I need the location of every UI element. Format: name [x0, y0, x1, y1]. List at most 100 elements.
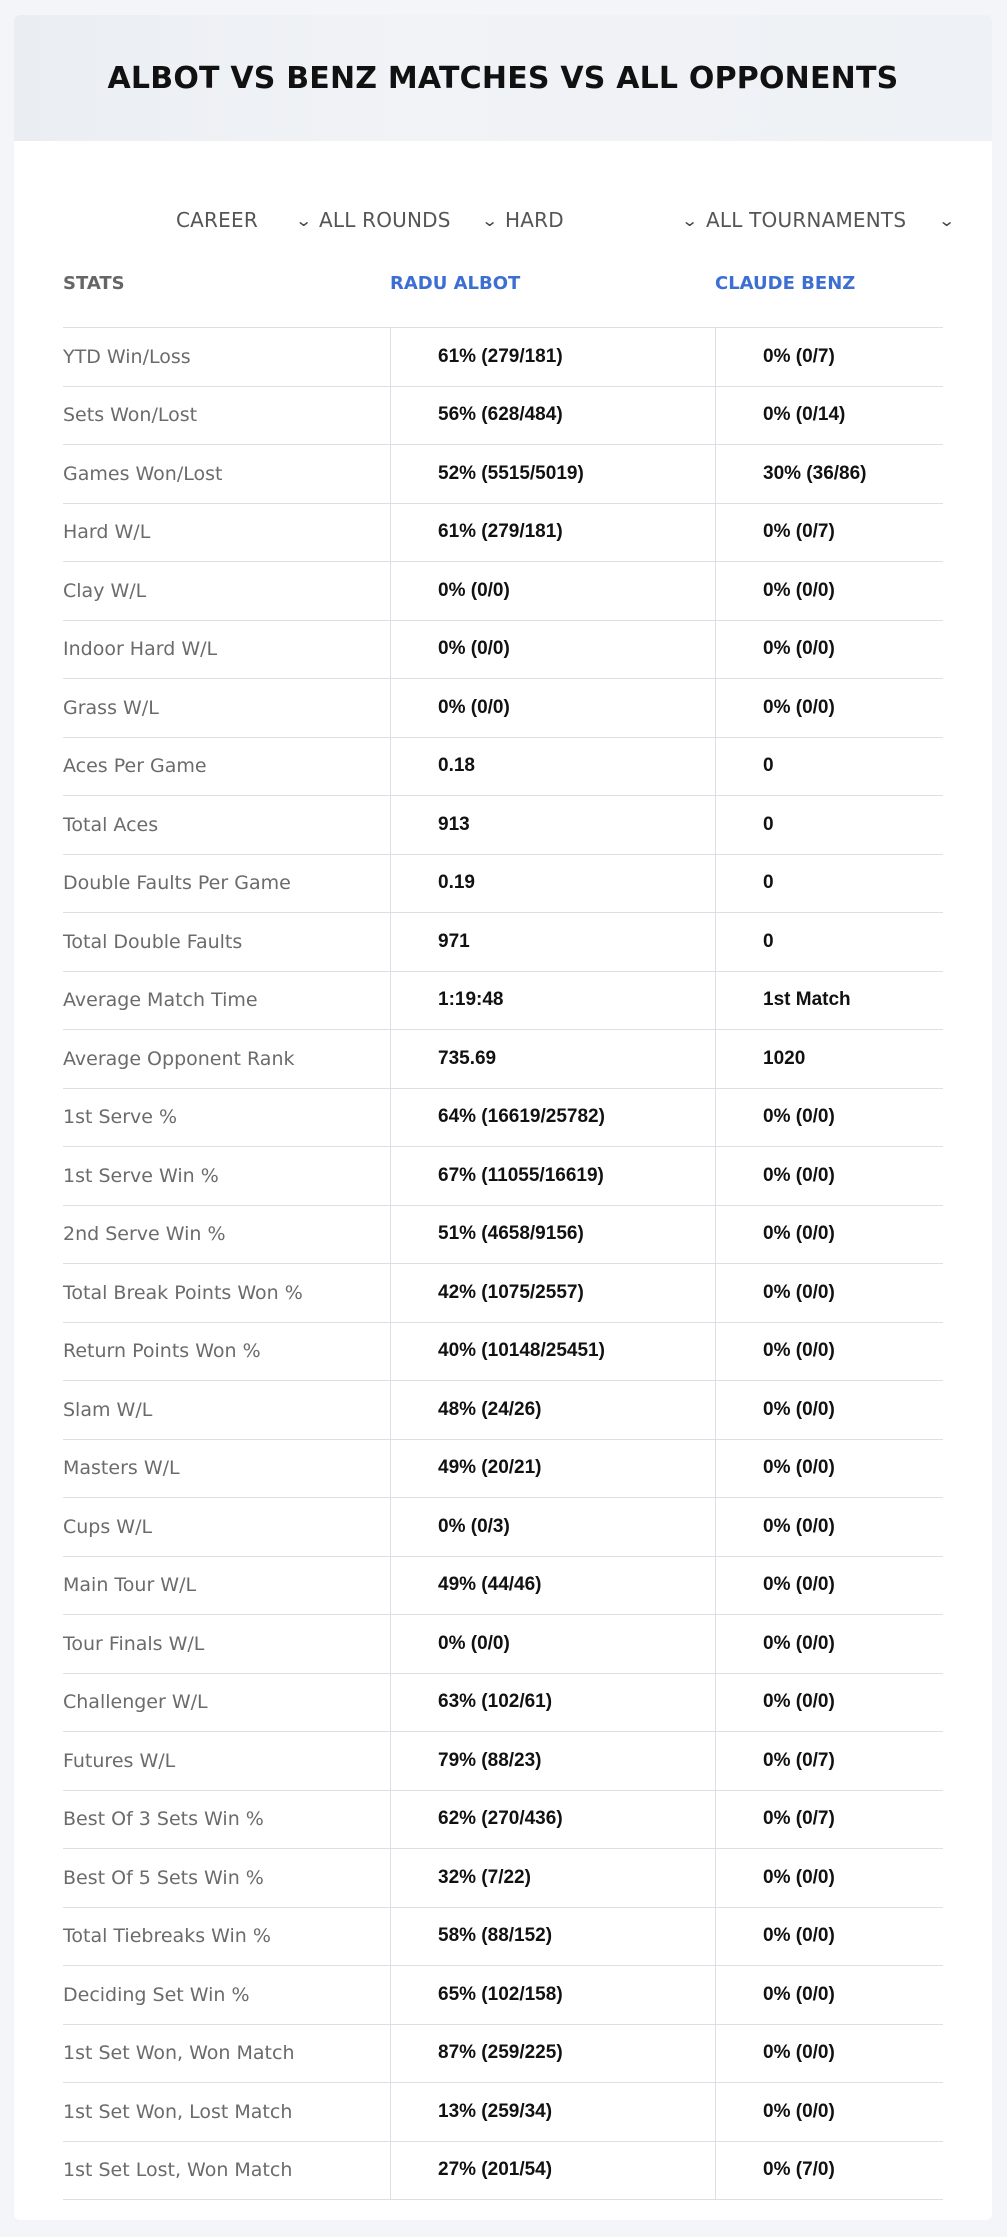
table-row: Total Double Faults 971 0: [63, 913, 943, 972]
stat-label: Clay W/L: [63, 579, 147, 602]
table-row: Games Won/Lost 52% (5515/5019) 30% (36/86): [63, 445, 943, 504]
stat-label: 1st Serve Win %: [63, 1164, 219, 1187]
table-row: Main Tour W/L 49% (44/46) 0% (0/0): [63, 1556, 943, 1615]
chevron-down-icon: ⌄: [681, 210, 700, 230]
player1-value: 61% (279/181): [390, 328, 715, 386]
table-row: Grass W/L 0% (0/0) 0% (0/0): [63, 679, 943, 738]
player1-value: 913: [390, 796, 715, 854]
player1-value: 13% (259/34): [390, 2083, 715, 2141]
player2-value: 1020: [715, 1030, 943, 1088]
chevron-down-icon: ⌄: [481, 210, 500, 230]
table-row: Indoor Hard W/L 0% (0/0) 0% (0/0): [63, 620, 943, 679]
stat-label: Hard W/L: [63, 521, 151, 544]
player2-value: 0% (0/7): [715, 503, 943, 561]
player2-value: 0% (0/0): [715, 2024, 943, 2082]
stat-label: Indoor Hard W/L: [63, 638, 218, 661]
player2-value: 0% (7/0): [715, 2141, 943, 2199]
player2-value: 0% (0/0): [715, 620, 943, 678]
table-row: Clay W/L 0% (0/0) 0% (0/0): [63, 562, 943, 621]
player2-value: 1st Match: [715, 971, 943, 1029]
player2-value: 0% (0/0): [715, 1381, 943, 1439]
table-row: Aces Per Game 0.18 0: [63, 737, 943, 796]
stat-label: Return Points Won %: [63, 1340, 261, 1363]
table-row: YTD Win/Loss 61% (279/181) 0% (0/7): [63, 328, 943, 387]
table-header: STATS RADU ALBOT CLAUDE BENZ: [63, 253, 943, 328]
stat-label: Games Won/Lost: [63, 462, 223, 485]
stat-label: 1st Serve %: [63, 1106, 178, 1129]
period-select[interactable]: CAREER ⌄: [176, 190, 314, 250]
table-row: Total Break Points Won % 42% (1075/2557) 0…: [63, 1264, 943, 1323]
chevron-down-icon: ⌄: [295, 210, 314, 230]
stat-label: 2nd Serve Win %: [63, 1223, 226, 1246]
round-select[interactable]: ALL ROUNDS ⌄: [319, 190, 500, 250]
filter-bar: CAREER ⌄ ALL ROUNDS ⌄ HARD ⌄ ALL TOURNAM…: [14, 190, 992, 250]
stat-label: Best Of 5 Sets Win %: [63, 1866, 264, 1889]
surface-select-label: HARD: [505, 208, 564, 232]
player2-value: 0: [715, 737, 943, 795]
player1-value: 56% (628/484): [390, 386, 715, 444]
player2-value: 0: [715, 913, 943, 971]
stat-label: Grass W/L: [63, 696, 159, 719]
player2-value: 0: [715, 796, 943, 854]
player1-value: 65% (102/158): [390, 1966, 715, 2024]
player2-value: 0% (0/0): [715, 1264, 943, 1322]
table-row: Challenger W/L 63% (102/61) 0% (0/0): [63, 1673, 943, 1732]
table-row: 1st Set Won, Lost Match 13% (259/34) 0% (0…: [63, 2083, 943, 2142]
table-row: Cups W/L 0% (0/3) 0% (0/0): [63, 1498, 943, 1557]
player1-value: 61% (279/181): [390, 503, 715, 561]
player2-value: 0: [715, 854, 943, 912]
player1-value: 49% (44/46): [390, 1556, 715, 1614]
stat-label: Double Faults Per Game: [63, 872, 291, 895]
player2-value: 0% (0/0): [715, 1556, 943, 1614]
stats-column-header: STATS: [63, 273, 125, 294]
player1-link[interactable]: RADU ALBOT: [390, 273, 521, 294]
player1-value: 62% (270/436): [390, 1790, 715, 1848]
player1-value: 49% (20/21): [390, 1439, 715, 1497]
player1-value: 27% (201/54): [390, 2141, 715, 2199]
player1-value: 42% (1075/2557): [390, 1264, 715, 1322]
stat-label: Deciding Set Win %: [63, 1983, 250, 2006]
stat-label: Main Tour W/L: [63, 1574, 197, 1597]
player1-value: 48% (24/26): [390, 1381, 715, 1439]
player2-value: 0% (0/0): [715, 1498, 943, 1556]
stat-label: Average Opponent Rank: [63, 1047, 295, 1070]
table-row: 1st Set Won, Won Match 87% (259/225) 0% (0…: [63, 2024, 943, 2083]
stat-label: Tour Finals W/L: [63, 1632, 205, 1655]
table-row: Return Points Won % 40% (10148/25451) 0% (…: [63, 1322, 943, 1381]
table-row: Deciding Set Win % 65% (102/158) 0% (0/0): [63, 1966, 943, 2025]
stat-label: Total Tiebreaks Win %: [63, 1925, 271, 1948]
player1-value: 40% (10148/25451): [390, 1322, 715, 1380]
player1-value: 67% (11055/16619): [390, 1147, 715, 1205]
player2-link[interactable]: CLAUDE BENZ: [715, 273, 856, 294]
table-row: 1st Set Lost, Won Match 27% (201/54) 0% (7…: [63, 2141, 943, 2200]
page-title: ALBOT VS BENZ MATCHES VS ALL OPPONENTS: [107, 60, 899, 96]
tournament-select[interactable]: ALL TOURNAMENTS ⌄: [706, 190, 956, 250]
player2-value: 0% (0/0): [715, 1439, 943, 1497]
player1-value: 0% (0/0): [390, 620, 715, 678]
stat-label: 1st Set Won, Lost Match: [63, 2100, 293, 2123]
player1-value: 58% (88/152): [390, 1907, 715, 1965]
player2-value: 0% (0/0): [715, 2083, 943, 2141]
player2-value: 0% (0/14): [715, 386, 943, 444]
table-row: Total Aces 913 0: [63, 796, 943, 855]
stat-label: Sets Won/Lost: [63, 404, 198, 427]
stat-label: Total Aces: [63, 813, 159, 836]
player1-value: 52% (5515/5019): [390, 445, 715, 503]
table-row: Masters W/L 49% (20/21) 0% (0/0): [63, 1439, 943, 1498]
player1-value: 51% (4658/9156): [390, 1205, 715, 1263]
player2-value: 0% (0/7): [715, 1790, 943, 1848]
surface-select[interactable]: HARD ⌄: [505, 190, 700, 250]
stat-label: Slam W/L: [63, 1398, 153, 1421]
period-select-label: CAREER: [176, 208, 258, 232]
stat-label: YTD Win/Loss: [63, 345, 191, 368]
player2-value: 0% (0/0): [715, 1088, 943, 1146]
player2-value: 0% (0/0): [715, 1673, 943, 1731]
table-row: Slam W/L 48% (24/26) 0% (0/0): [63, 1381, 943, 1440]
player2-value: 0% (0/0): [715, 1849, 943, 1907]
table-row: 2nd Serve Win % 51% (4658/9156) 0% (0/0): [63, 1205, 943, 1264]
player2-value: 30% (36/86): [715, 445, 943, 503]
stat-label: 1st Set Lost, Won Match: [63, 2159, 293, 2182]
table-body: YTD Win/Loss 61% (279/181) 0% (0/7) Sets Wo…: [63, 328, 943, 2200]
stats-table: STATS RADU ALBOT CLAUDE BENZ YTD Win/Los…: [63, 253, 943, 2200]
stat-label: Futures W/L: [63, 1749, 176, 1772]
